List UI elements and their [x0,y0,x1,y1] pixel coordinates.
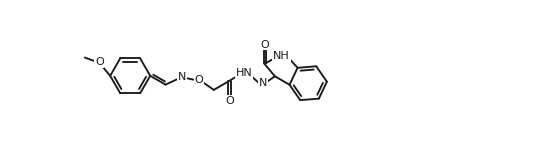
Text: O: O [225,96,234,106]
Text: N: N [178,72,186,82]
Text: O: O [195,75,203,85]
Text: O: O [95,57,104,67]
Text: HN: HN [236,69,252,78]
Text: NH: NH [273,51,290,61]
Text: N: N [259,78,267,88]
Text: O: O [261,40,270,50]
